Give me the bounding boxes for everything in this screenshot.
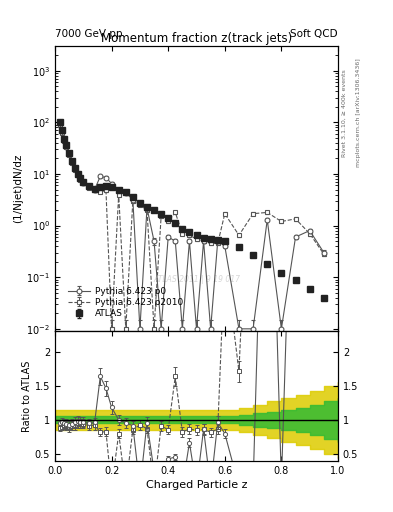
Text: mcplots.cern.ch [arXiv:1306.3436]: mcplots.cern.ch [arXiv:1306.3436] xyxy=(356,58,361,167)
Title: Momentum fraction z(track jets): Momentum fraction z(track jets) xyxy=(101,32,292,45)
Text: Rivet 3.1.10, ≥ 400k events: Rivet 3.1.10, ≥ 400k events xyxy=(342,69,347,157)
Legend: Pythia 6.423 p0, Pythia 6.423 p2010, ATLAS: Pythia 6.423 p0, Pythia 6.423 p2010, ATL… xyxy=(65,284,186,321)
Text: 7000 GeV pp: 7000 GeV pp xyxy=(55,29,123,39)
Text: ATLAS 2011 | 9 19 017: ATLAS 2011 | 9 19 017 xyxy=(153,275,240,284)
Y-axis label: (1/Njet)dN/dz: (1/Njet)dN/dz xyxy=(13,154,24,223)
Text: Soft QCD: Soft QCD xyxy=(290,29,338,39)
X-axis label: Charged Particle z: Charged Particle z xyxy=(146,480,247,490)
Y-axis label: Ratio to ATLAS: Ratio to ATLAS xyxy=(22,360,32,432)
